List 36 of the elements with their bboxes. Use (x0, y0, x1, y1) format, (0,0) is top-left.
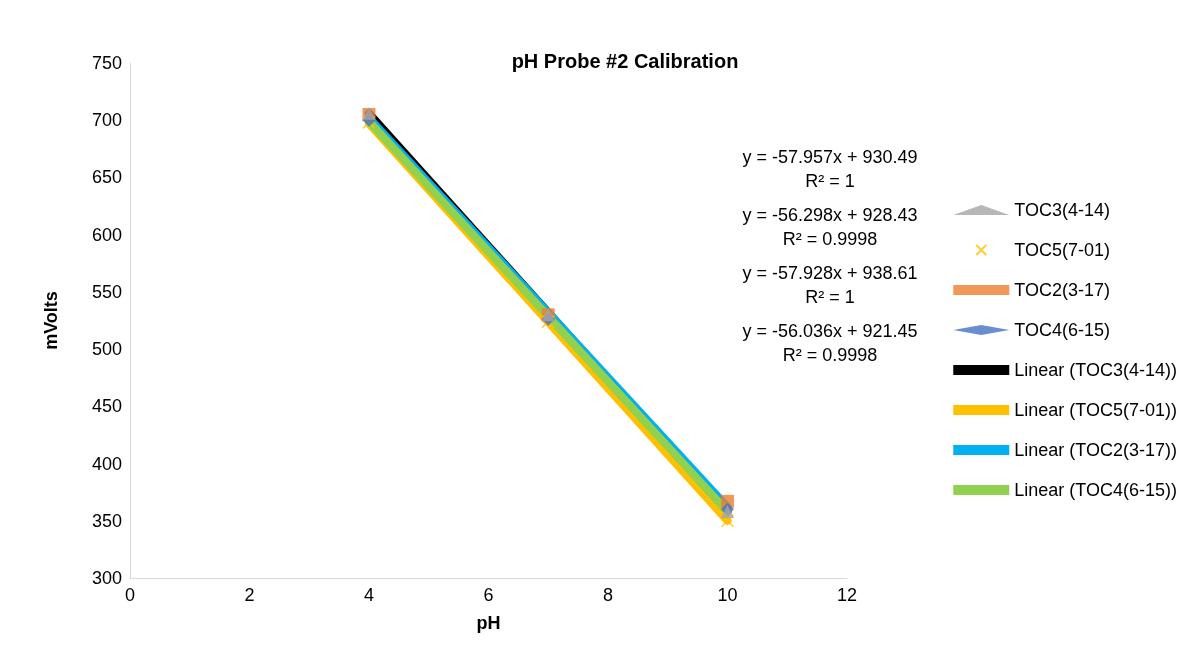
annotation: y = -57.928x + 938.61 (742, 263, 918, 283)
y-tick-label: 750 (91, 53, 122, 73)
legend-label: TOC4(6-15) (1014, 320, 1110, 340)
y-tick-label: 600 (91, 224, 122, 245)
chart-title: pH Probe #2 Calibration (511, 50, 739, 72)
legend-label: Linear (TOC4(6-15)) (1014, 480, 1178, 500)
y-tick-label: 450 (91, 396, 122, 417)
legend-label: TOC3(4-14) (1014, 200, 1110, 220)
x-tick-label: 0 (124, 585, 136, 605)
annotation: y = -56.298x + 928.43 (742, 205, 918, 225)
legend-label: TOC5(7-01) (1014, 240, 1110, 260)
y-tick-label: 500 (91, 339, 122, 360)
x-tick-label: 4 (363, 585, 375, 605)
legend-label: TOC2(3-17) (1014, 280, 1110, 300)
annotation: R² = 0.9998 (782, 345, 878, 365)
x-tick-label: 6 (483, 585, 494, 605)
annotation: R² = 1 (805, 287, 855, 307)
annotation: R² = 0.9998 (782, 229, 878, 249)
y-tick-label: 350 (91, 510, 122, 531)
x-tick-label: 10 (717, 585, 738, 605)
x-tick-label: 8 (602, 585, 614, 605)
x-axis-title: pH (476, 613, 501, 633)
legend-label: Linear (TOC5(7-01)) (1014, 400, 1178, 420)
y-axis-title: mVolts (41, 291, 61, 350)
legend-label: Linear (TOC3(4-14)) (1014, 360, 1178, 380)
y-tick-label: 650 (91, 167, 122, 188)
annotation: R² = 1 (805, 171, 855, 191)
x-tick-label: 2 (244, 585, 255, 605)
annotation: y = -56.036x + 921.45 (742, 321, 918, 341)
legend-label: Linear (TOC2(3-17)) (1014, 440, 1178, 460)
y-tick-label: 700 (91, 110, 122, 131)
y-tick-label: 300 (91, 568, 122, 588)
annotation: y = -57.957x + 930.49 (742, 147, 918, 167)
x-tick-label: 12 (836, 585, 858, 605)
y-tick-label: 550 (91, 281, 122, 302)
y-tick-label: 400 (91, 453, 122, 474)
